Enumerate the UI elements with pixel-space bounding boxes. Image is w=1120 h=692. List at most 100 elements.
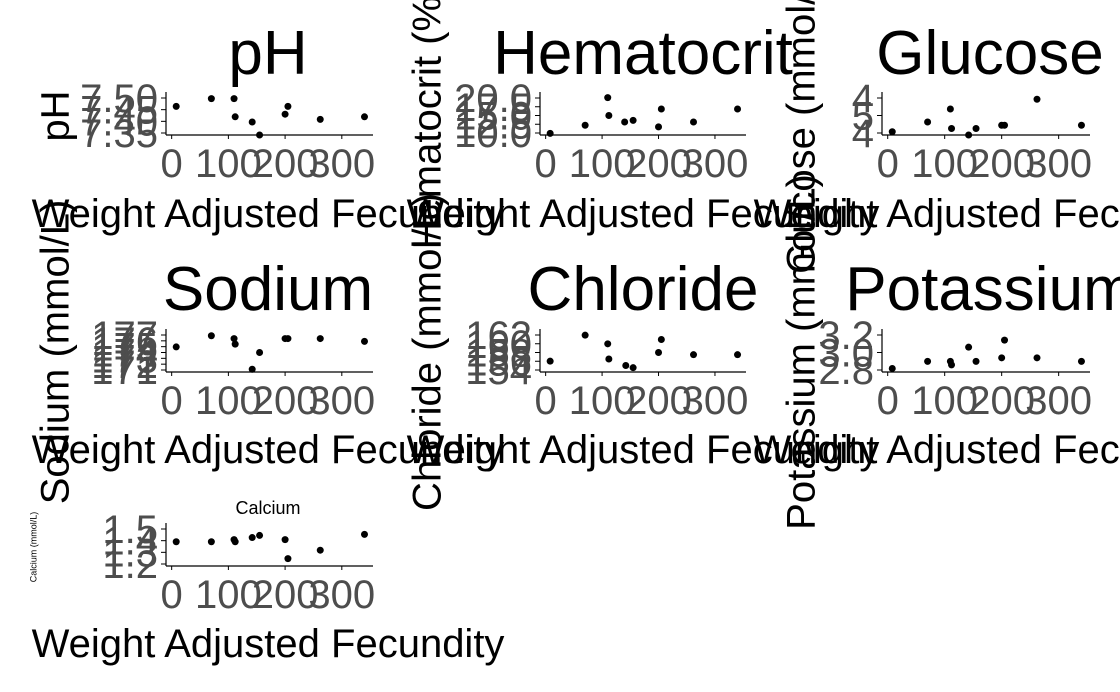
- data-point: [948, 361, 956, 369]
- y-axis-label: Hematocrit (%): [406, 0, 450, 249]
- y-tick-label: 3.0: [818, 332, 874, 376]
- data-point: [657, 336, 665, 343]
- panel-title: Potassium: [845, 255, 1120, 324]
- y-tick-label: 171: [91, 349, 158, 393]
- x-tick-label: 0: [161, 379, 183, 423]
- x-tick-label: 100: [195, 573, 262, 617]
- y-tick-label: 2.8: [818, 349, 874, 393]
- x-tick-label: 0: [877, 142, 899, 186]
- data-point: [605, 355, 613, 363]
- y-tick-label: 162: [465, 314, 532, 358]
- x-tick-label: 100: [569, 142, 636, 186]
- y-tick-label: 1.3: [102, 531, 158, 575]
- y-axis-label: Calcium (mmol/L): [28, 512, 38, 583]
- data-point: [622, 362, 630, 369]
- data-point: [281, 110, 289, 118]
- y-tick-label: 12.5: [454, 103, 532, 147]
- data-point: [888, 128, 896, 136]
- x-tick-label: 300: [1025, 379, 1092, 423]
- data-point: [172, 538, 180, 546]
- data-point: [581, 331, 589, 339]
- data-point: [581, 121, 589, 129]
- x-tick-label: 200: [252, 142, 319, 186]
- panel-title: Calcium: [235, 498, 300, 518]
- x-tick-label: 0: [535, 142, 557, 186]
- y-tick-label: 154: [465, 349, 532, 393]
- y-tick-label: 7.50: [80, 77, 158, 121]
- data-point: [281, 536, 289, 544]
- y-axis-label: Potassium (mmol/L): [780, 174, 824, 530]
- data-point: [231, 538, 239, 546]
- data-point: [256, 349, 264, 356]
- y-tick-label: 172: [91, 343, 158, 387]
- y-tick-label: 20.0: [454, 77, 532, 121]
- data-point: [965, 343, 973, 351]
- y-tick-label: 10.0: [454, 112, 532, 156]
- data-point: [629, 116, 637, 124]
- panel-title: Chloride: [528, 255, 759, 324]
- y-tick-label: 158: [465, 332, 532, 376]
- data-point: [231, 113, 239, 121]
- data-point: [284, 335, 292, 343]
- y-tick-label: 7.35: [80, 112, 158, 156]
- scatter-panel-hematocrit: Hematocrit 10.012.515.017.520.00 100200300…: [406, 0, 880, 249]
- y-axis-label: Chloride (mmol/L): [406, 193, 450, 511]
- x-axis-label: Weight Adjusted Fecundity: [754, 192, 1120, 236]
- data-point: [734, 105, 742, 113]
- y-tick-label: 1.2: [102, 543, 158, 587]
- data-point: [284, 555, 292, 563]
- y-tick-label: 4: [852, 77, 874, 121]
- x-tick-label: 200: [968, 142, 1035, 186]
- x-tick-label: 300: [1025, 142, 1092, 186]
- data-point: [948, 125, 956, 132]
- data-point: [1033, 354, 1041, 362]
- data-point: [1033, 95, 1041, 103]
- data-point: [998, 354, 1006, 362]
- data-point: [172, 102, 180, 110]
- data-point: [1001, 121, 1009, 129]
- y-tick-label: 7.45: [80, 89, 158, 133]
- x-tick-label: 0: [161, 142, 183, 186]
- x-tick-label: 200: [252, 379, 319, 423]
- panel-title: Glucose: [876, 19, 1103, 88]
- y-tick-label: 173: [91, 337, 158, 381]
- data-point: [690, 351, 698, 359]
- data-point: [316, 115, 324, 123]
- y-tick-label: 177: [91, 314, 158, 358]
- x-tick-label: 0: [877, 379, 899, 423]
- y-tick-label: 15.0: [454, 95, 532, 139]
- y-tick-label: 17.5: [454, 86, 532, 130]
- x-axis-label: Weight Adjusted Fecundity: [32, 622, 505, 666]
- data-point: [965, 131, 973, 139]
- x-tick-label: 300: [682, 142, 749, 186]
- x-tick-label: 0: [161, 573, 183, 617]
- data-point: [172, 343, 180, 351]
- data-point: [230, 335, 238, 343]
- y-tick-label: 1.5: [102, 508, 158, 552]
- data-point: [604, 94, 612, 102]
- data-point: [546, 357, 554, 365]
- data-point: [316, 546, 324, 554]
- y-tick-label: 7.40: [80, 100, 158, 144]
- data-point: [924, 118, 932, 126]
- y-tick-label: 174: [91, 332, 158, 376]
- data-point: [360, 113, 368, 121]
- data-point: [256, 531, 264, 539]
- x-tick-label: 200: [252, 573, 319, 617]
- data-point: [888, 364, 896, 372]
- x-tick-label: 200: [625, 142, 692, 186]
- x-tick-label: 100: [911, 379, 978, 423]
- data-point: [1077, 357, 1085, 365]
- x-tick-label: 100: [569, 379, 636, 423]
- x-tick-label: 0: [535, 379, 557, 423]
- panel-title: pH: [228, 19, 307, 88]
- y-tick-label: 156: [465, 340, 532, 384]
- y-tick-label: 3.2: [818, 314, 874, 358]
- x-tick-label: 300: [308, 573, 375, 617]
